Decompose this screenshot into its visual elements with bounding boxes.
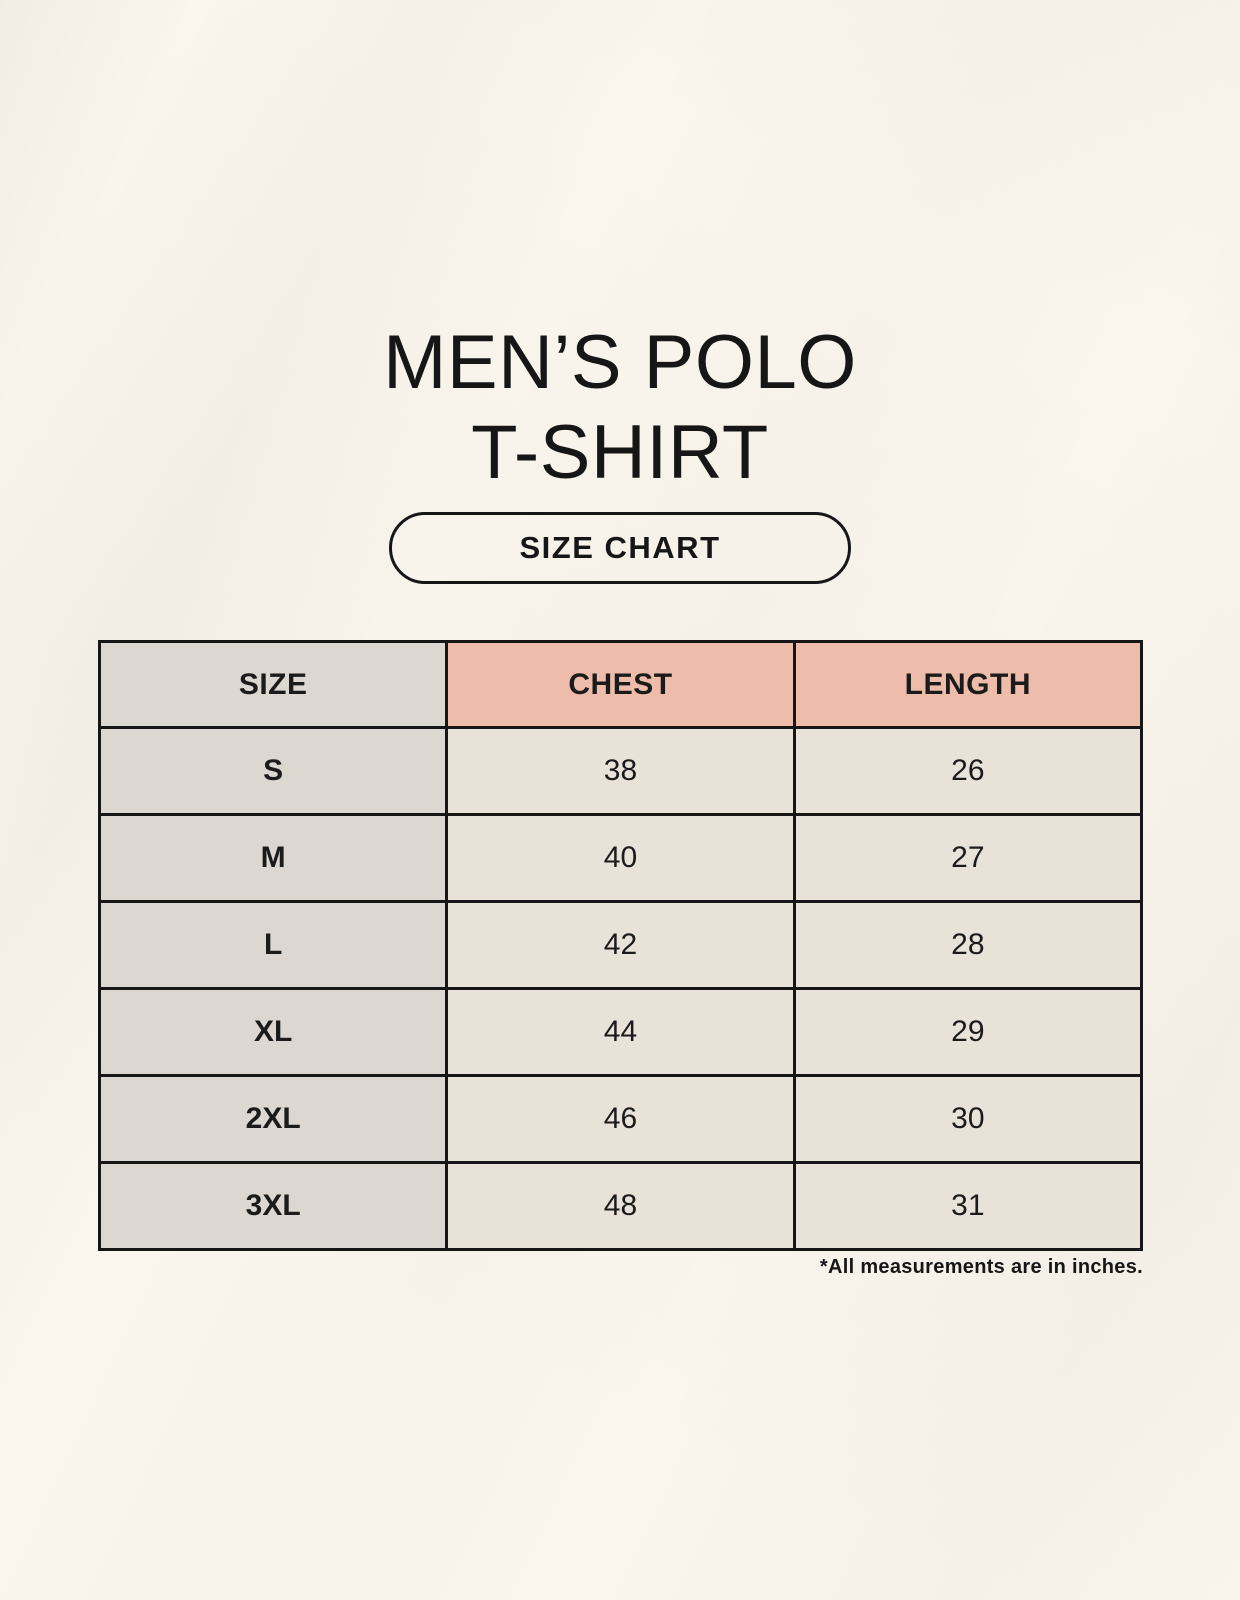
measurements-footnote: *All measurements are in inches. xyxy=(819,1256,1143,1278)
table-header-row: SIZE CHEST LENGTH xyxy=(97,640,1144,729)
chest-cell: 42 xyxy=(445,900,796,990)
size-cell: L xyxy=(97,900,449,990)
size-chart-table: SIZE CHEST LENGTH S 38 26 M 40 27 L 42 2… xyxy=(97,640,1144,1251)
length-cell: 29 xyxy=(792,987,1144,1077)
length-cell: 31 xyxy=(792,1161,1144,1251)
size-cell: XL xyxy=(97,987,449,1077)
chest-cell: 40 xyxy=(445,813,796,903)
size-chart-badge: SIZE CHART xyxy=(389,512,851,584)
column-header-chest: CHEST xyxy=(445,640,796,729)
size-cell: S xyxy=(97,726,449,816)
chest-cell: 48 xyxy=(445,1161,796,1251)
chest-cell: 38 xyxy=(445,726,796,816)
chest-cell: 44 xyxy=(445,987,796,1077)
size-cell: M xyxy=(97,813,449,903)
chest-cell: 46 xyxy=(445,1074,796,1164)
column-header-length: LENGTH xyxy=(792,640,1144,729)
page-title-line2: T-SHIRT xyxy=(471,410,769,495)
size-chart-table-container: SIZE CHEST LENGTH S 38 26 M 40 27 L 42 2… xyxy=(97,640,1144,1251)
table-row: S 38 26 xyxy=(97,726,1144,816)
length-cell: 26 xyxy=(792,726,1144,816)
table-row: 2XL 46 30 xyxy=(97,1074,1144,1164)
table-row: L 42 28 xyxy=(97,900,1144,990)
length-cell: 27 xyxy=(792,813,1144,903)
table-row: XL 44 29 xyxy=(97,987,1144,1077)
size-cell: 2XL xyxy=(97,1074,449,1164)
length-cell: 30 xyxy=(792,1074,1144,1164)
size-cell: 3XL xyxy=(97,1161,449,1251)
column-header-size: SIZE xyxy=(97,640,449,729)
table-row: M 40 27 xyxy=(97,813,1144,903)
table-row: 3XL 48 31 xyxy=(97,1161,1144,1251)
page-title-line1: MEN’S POLO xyxy=(383,320,857,405)
size-chart-badge-label: SIZE CHART xyxy=(519,530,721,565)
length-cell: 28 xyxy=(792,900,1144,990)
page-title: MEN’S POLO T-SHIRT xyxy=(0,318,1240,498)
